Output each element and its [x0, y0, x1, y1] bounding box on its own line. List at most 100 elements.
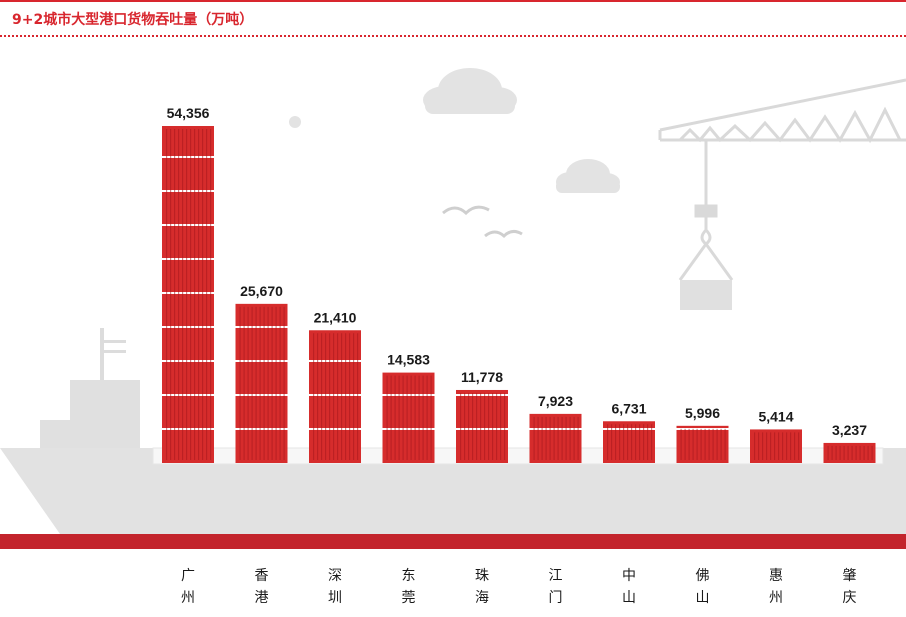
category-label: 深圳 [328, 568, 342, 606]
title-top-rule [0, 0, 906, 2]
container-stripe [492, 392, 494, 460]
container-stripe [651, 424, 653, 460]
bar-value-label: 3,237 [832, 422, 867, 438]
container-stripe [782, 432, 784, 460]
container-divider [529, 428, 582, 430]
container-stripe [430, 375, 432, 460]
container-stripe [279, 306, 281, 460]
container-stripe [680, 428, 682, 460]
container-stripe [386, 375, 388, 460]
container-stripe [418, 375, 420, 460]
container-stripe [859, 445, 861, 460]
container-stripe [708, 428, 710, 460]
container-stripe [611, 424, 613, 460]
container-divider [456, 428, 508, 430]
container-stripe [206, 129, 208, 460]
container-stripe [615, 424, 617, 460]
container-stripe [283, 306, 285, 460]
container-stripe [684, 428, 686, 460]
category-label: 东莞 [402, 568, 416, 606]
category-label: 香港 [255, 568, 269, 606]
container-stripe [182, 129, 184, 460]
container-divider [235, 394, 288, 396]
container-stripe [247, 306, 249, 460]
crane-icon [658, 78, 906, 281]
bar-1 [162, 126, 214, 463]
container-stripe [390, 375, 392, 460]
container-stripe [321, 333, 323, 460]
container-stripe [275, 306, 277, 460]
container-stripe [798, 432, 800, 460]
container-divider [309, 360, 361, 362]
container-stripe [696, 428, 698, 460]
container-stripe [259, 306, 261, 460]
container-stripe [349, 333, 351, 460]
container-stripe [313, 333, 315, 460]
bar-3 [309, 330, 361, 463]
bar-5 [456, 389, 508, 463]
background-illustration [0, 68, 906, 534]
bar-6 [529, 413, 582, 463]
container-stripe [851, 445, 853, 460]
container-stripe [724, 428, 726, 460]
container-stripe [557, 416, 559, 460]
container-stripe [843, 445, 845, 460]
container-stripe [700, 428, 702, 460]
container-divider [235, 326, 288, 328]
ship-icon [0, 328, 906, 534]
container-stripe [271, 306, 273, 460]
container-divider [162, 326, 214, 328]
container-stripe [460, 392, 462, 460]
container-stripe [647, 424, 649, 460]
chart-title: 9+2城市大型港口货物吞吐量（万吨） [12, 12, 254, 28]
container-stripe [267, 306, 269, 460]
container-stripe [716, 428, 718, 460]
container-stripe [794, 432, 796, 460]
container-stripe [839, 445, 841, 460]
container-stripe [255, 306, 257, 460]
container-stripe [410, 375, 412, 460]
title-bottom-rule [0, 35, 906, 37]
container-stripe [778, 432, 780, 460]
title-bar: 9+2城市大型港口货物吞吐量（万吨） [0, 0, 906, 38]
container-stripe [855, 445, 857, 460]
container-stripe [504, 392, 506, 460]
container-stripe [394, 375, 396, 460]
container-divider [676, 428, 729, 430]
container-stripe [317, 333, 319, 460]
bird-icon [484, 229, 523, 239]
container-stripe [712, 428, 714, 460]
container-divider [309, 428, 361, 430]
container-stripe [174, 129, 176, 460]
bar-value-label: 54,356 [167, 105, 210, 121]
container-stripe [871, 445, 873, 460]
container-stripe [766, 432, 768, 460]
container-stripe [688, 428, 690, 460]
container-stripe [533, 416, 535, 460]
container-stripe [353, 333, 355, 460]
container-stripe [325, 333, 327, 460]
container-stripe [468, 392, 470, 460]
container-stripe [577, 416, 579, 460]
container-divider [382, 428, 435, 430]
category-label: 中山 [622, 568, 636, 606]
container-stripe [607, 424, 609, 460]
ground-strip [0, 534, 906, 549]
container-divider [309, 394, 361, 396]
category-label: 惠州 [769, 568, 783, 606]
container-stripe [770, 432, 772, 460]
container-stripe [623, 424, 625, 460]
container-stripe [704, 428, 706, 460]
container-stripe [786, 432, 788, 460]
container-divider [456, 394, 508, 396]
container-stripe [210, 129, 212, 460]
container-stripe [202, 129, 204, 460]
container-stripe [472, 392, 474, 460]
container-stripe [178, 129, 180, 460]
container-stripe [329, 333, 331, 460]
container-divider [162, 156, 214, 158]
bar-10 [823, 442, 876, 463]
container-stripe [847, 445, 849, 460]
bar-value-label: 21,410 [314, 309, 357, 325]
